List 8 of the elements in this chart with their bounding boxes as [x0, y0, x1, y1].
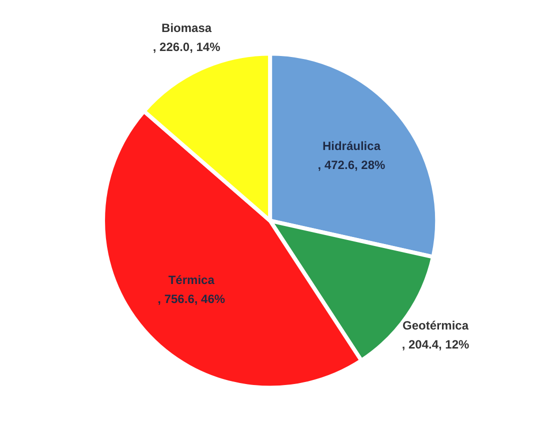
slice-label: Térmica — [168, 272, 215, 287]
data-label: , 204.4, 12% — [402, 338, 470, 352]
slice-label: Biomasa — [162, 21, 212, 36]
slice-label: Hidráulica — [322, 138, 381, 153]
data-label: , 472.6, 28% — [318, 158, 386, 172]
data-label: , 756.6, 46% — [158, 292, 226, 306]
data-label: , 226.0, 14% — [152, 40, 221, 54]
slice-label: Geotérmica — [402, 318, 469, 333]
